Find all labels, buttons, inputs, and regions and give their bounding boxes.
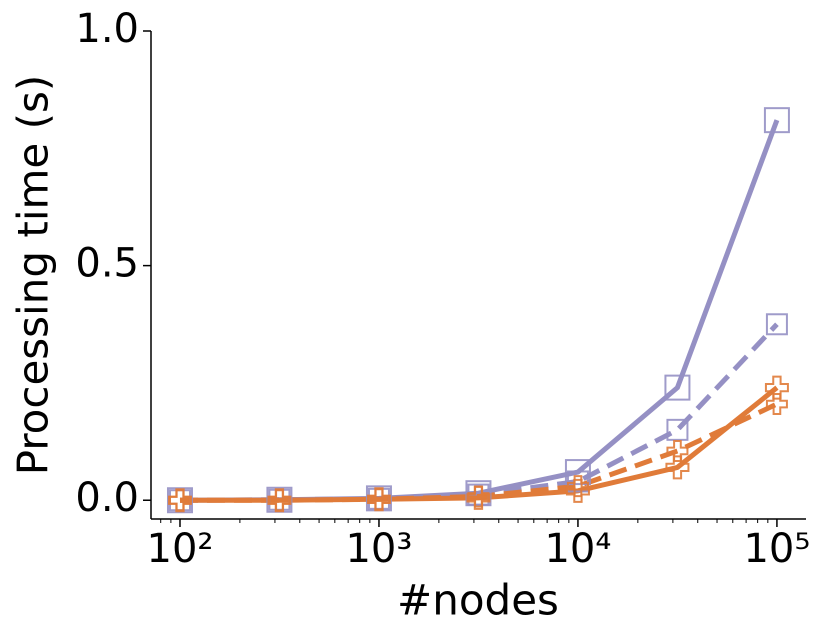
series-line bbox=[179, 322, 779, 503]
x-tick-label: 10³ bbox=[345, 526, 412, 572]
marker bbox=[666, 418, 689, 441]
marker bbox=[566, 470, 589, 493]
y-axis-label: Processing time (s) bbox=[9, 75, 58, 476]
marker bbox=[664, 374, 691, 401]
marker bbox=[763, 107, 790, 134]
marker bbox=[366, 487, 391, 512]
marker bbox=[565, 478, 590, 503]
series-line bbox=[179, 385, 779, 503]
marker bbox=[665, 455, 690, 480]
y-tick-label: 0.0 bbox=[75, 475, 139, 521]
x-tick-label: 10⁵ bbox=[743, 526, 810, 572]
marker bbox=[267, 488, 292, 513]
marker bbox=[466, 485, 491, 510]
marker bbox=[765, 313, 788, 336]
marker bbox=[564, 459, 591, 486]
y-tick-label: 1.0 bbox=[75, 6, 139, 52]
x-axis-label: #nodes bbox=[397, 576, 559, 625]
y-tick-label: 0.5 bbox=[75, 241, 139, 287]
marker bbox=[764, 375, 789, 400]
series-line bbox=[179, 119, 780, 503]
marker bbox=[765, 393, 788, 416]
x-tick-label: 10² bbox=[147, 526, 214, 572]
marker bbox=[167, 488, 192, 513]
x-tick-label: 10⁴ bbox=[544, 526, 611, 572]
